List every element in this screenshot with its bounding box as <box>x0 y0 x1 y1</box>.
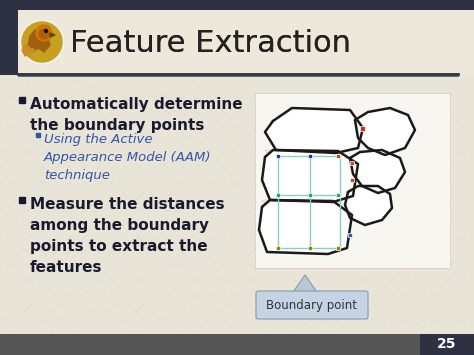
Polygon shape <box>265 108 363 153</box>
Polygon shape <box>265 150 355 165</box>
Polygon shape <box>50 33 55 37</box>
Bar <box>0 0 18 75</box>
Text: Feature Extraction: Feature Extraction <box>70 29 351 59</box>
Bar <box>336 193 340 197</box>
Polygon shape <box>259 200 352 254</box>
Bar <box>276 154 280 158</box>
Text: Feature Extraction: Feature Extraction <box>70 29 351 59</box>
Text: Boundary point: Boundary point <box>266 300 357 312</box>
Text: Measure the distances
among the boundary
points to extract the
features: Measure the distances among the boundary… <box>30 197 225 275</box>
Bar <box>0 334 420 355</box>
Polygon shape <box>262 150 358 202</box>
Bar <box>255 93 450 268</box>
Polygon shape <box>350 150 405 193</box>
Polygon shape <box>262 200 350 215</box>
Circle shape <box>22 22 62 62</box>
Bar <box>348 233 352 237</box>
Polygon shape <box>355 108 415 155</box>
Circle shape <box>39 29 49 39</box>
Bar <box>361 126 365 131</box>
Circle shape <box>45 29 47 33</box>
FancyBboxPatch shape <box>256 291 368 319</box>
Text: 25: 25 <box>437 337 457 351</box>
Bar <box>336 154 340 158</box>
Polygon shape <box>345 186 392 225</box>
Bar <box>336 246 340 250</box>
Circle shape <box>36 25 52 41</box>
Bar <box>18 0 474 10</box>
Bar <box>276 246 280 250</box>
Text: Automatically determine
the boundary points: Automatically determine the boundary poi… <box>30 97 243 133</box>
Bar <box>350 161 354 165</box>
Circle shape <box>20 20 64 64</box>
Bar <box>308 154 312 158</box>
Bar <box>276 193 280 197</box>
Text: Using the Active
Appearance Model (AAM)
technique: Using the Active Appearance Model (AAM) … <box>44 133 211 182</box>
Bar <box>308 246 312 250</box>
Bar <box>420 334 474 355</box>
Polygon shape <box>291 275 319 295</box>
Bar <box>0 0 474 75</box>
Bar <box>308 193 312 197</box>
Polygon shape <box>22 44 35 56</box>
Bar <box>350 178 354 182</box>
Polygon shape <box>28 30 50 52</box>
